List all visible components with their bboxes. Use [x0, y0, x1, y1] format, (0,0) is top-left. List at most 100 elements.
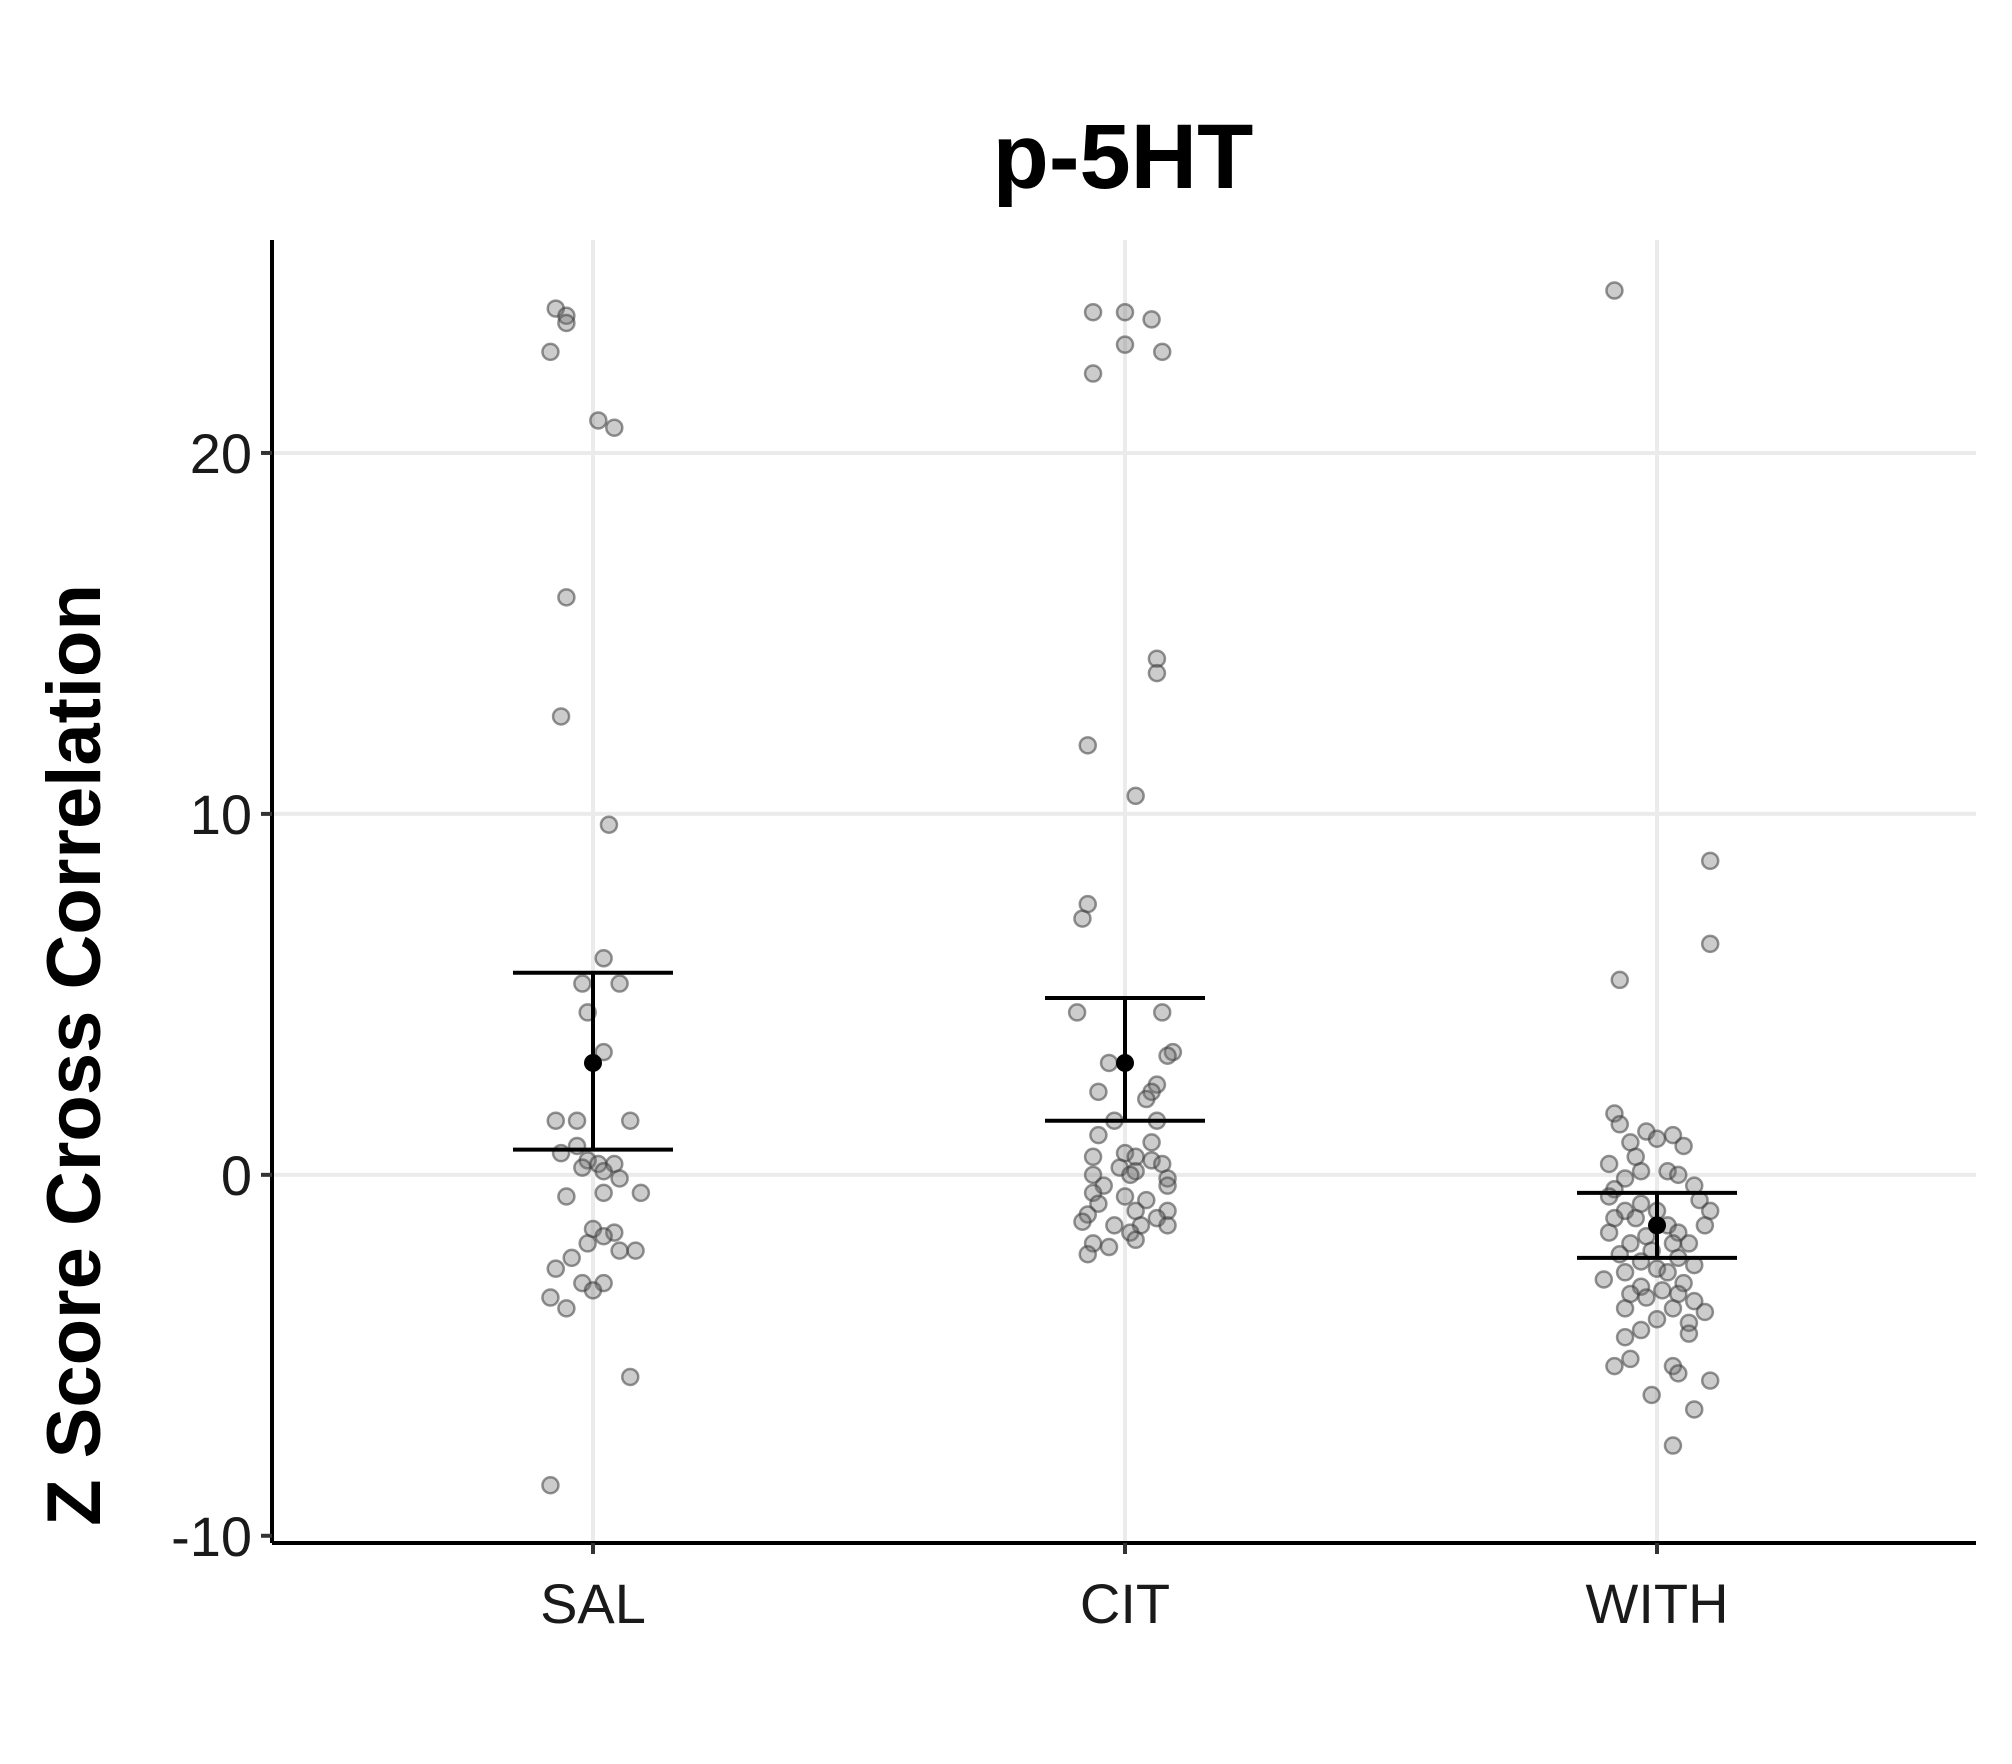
data-point [1115, 335, 1135, 354]
data-point [1073, 909, 1092, 928]
mean-point [584, 1053, 602, 1072]
x-tick-label: SAL [540, 1572, 646, 1635]
data-point [594, 949, 613, 968]
data-point [1663, 1299, 1683, 1318]
data-point [1089, 1082, 1108, 1102]
data-point [1695, 1302, 1715, 1322]
data-point [557, 313, 576, 333]
data-point [1658, 1263, 1677, 1282]
data-point [1126, 786, 1145, 806]
data-point [1631, 1161, 1651, 1181]
data-point [1610, 1115, 1630, 1134]
data-point [631, 1183, 651, 1203]
data-point [1083, 302, 1103, 322]
data-point [1083, 364, 1103, 383]
data-point [1679, 1234, 1699, 1253]
data-point [594, 1042, 613, 1062]
data-point [1621, 1349, 1640, 1369]
data-point [1631, 1320, 1651, 1340]
data-point [1078, 736, 1098, 755]
data-point [1647, 1259, 1667, 1278]
data-point [599, 815, 619, 834]
data-point [605, 418, 624, 437]
data-point [1142, 1151, 1161, 1170]
data-point [620, 1367, 640, 1387]
data-point [1115, 302, 1135, 322]
data-point [1700, 1371, 1720, 1390]
data-point [1147, 649, 1167, 668]
data-point [620, 1111, 640, 1130]
data-point [1089, 1125, 1108, 1145]
data-point [1083, 1165, 1103, 1185]
data-point [1626, 1208, 1645, 1228]
data-point [562, 1248, 581, 1268]
data-point [1658, 1161, 1677, 1181]
data-point [1078, 1244, 1098, 1264]
data-point [1669, 1364, 1688, 1383]
data-points [541, 281, 1720, 1495]
data-point [1647, 1129, 1667, 1148]
data-point [1621, 1234, 1640, 1253]
data-point [1073, 1212, 1092, 1232]
data-point [1653, 1281, 1672, 1300]
data-point [1610, 970, 1630, 990]
chart-title: p-5HT [993, 106, 1254, 208]
data-point [1599, 1154, 1619, 1174]
data-point [541, 1475, 560, 1495]
data-point [1115, 1187, 1135, 1206]
data-point [1126, 1230, 1145, 1250]
data-point [1605, 1356, 1624, 1376]
data-point [1637, 1288, 1656, 1307]
data-point [557, 1187, 576, 1206]
data-point [578, 1234, 597, 1253]
data-point [1099, 1237, 1119, 1257]
y-tick-label: -10 [171, 1505, 252, 1568]
data-point [1615, 1169, 1635, 1188]
data-point [1158, 1046, 1177, 1065]
data-point [1137, 1089, 1156, 1109]
data-point [589, 411, 608, 430]
y-tick-label: 20 [190, 422, 252, 485]
data-point [1158, 1216, 1177, 1235]
y-axis-label: Z Score Cross Correlation [32, 584, 117, 1526]
data-point [1674, 1136, 1693, 1156]
data-point [594, 1161, 613, 1181]
data-point [1684, 1400, 1704, 1419]
data-point [605, 1223, 624, 1242]
gridlines [272, 240, 1976, 1543]
data-point [1594, 1270, 1614, 1289]
data-point [557, 588, 576, 607]
data-point [1067, 1003, 1087, 1022]
data-point [1105, 1216, 1124, 1235]
data-point [1700, 851, 1720, 871]
data-point [1083, 1147, 1103, 1167]
data-point [1700, 934, 1720, 954]
data-point [1142, 310, 1161, 329]
summary-stats [513, 970, 1737, 1260]
data-point [583, 1281, 603, 1300]
data-point [1647, 1309, 1667, 1329]
data-point [610, 1241, 629, 1260]
data-point [1099, 1053, 1119, 1073]
data-point [1137, 1190, 1156, 1210]
tick-labels: -10 0 10 20 SAL CIT WITH [171, 422, 1728, 1635]
data-point [573, 974, 592, 993]
data-point [1615, 1299, 1635, 1318]
data-point [610, 1169, 629, 1188]
data-point [546, 1259, 566, 1278]
mean-point [1116, 1053, 1134, 1072]
data-point [1642, 1385, 1661, 1405]
data-point [551, 707, 571, 726]
data-point [1695, 1216, 1715, 1235]
x-tick-label: WITH [1585, 1572, 1728, 1635]
data-point [1089, 1194, 1108, 1213]
data-point [1684, 1291, 1704, 1311]
data-point [541, 1288, 560, 1307]
data-point [1158, 1176, 1177, 1195]
data-point [1599, 1223, 1619, 1242]
data-point [567, 1111, 587, 1130]
data-point [1679, 1324, 1699, 1343]
data-point [1147, 663, 1167, 683]
